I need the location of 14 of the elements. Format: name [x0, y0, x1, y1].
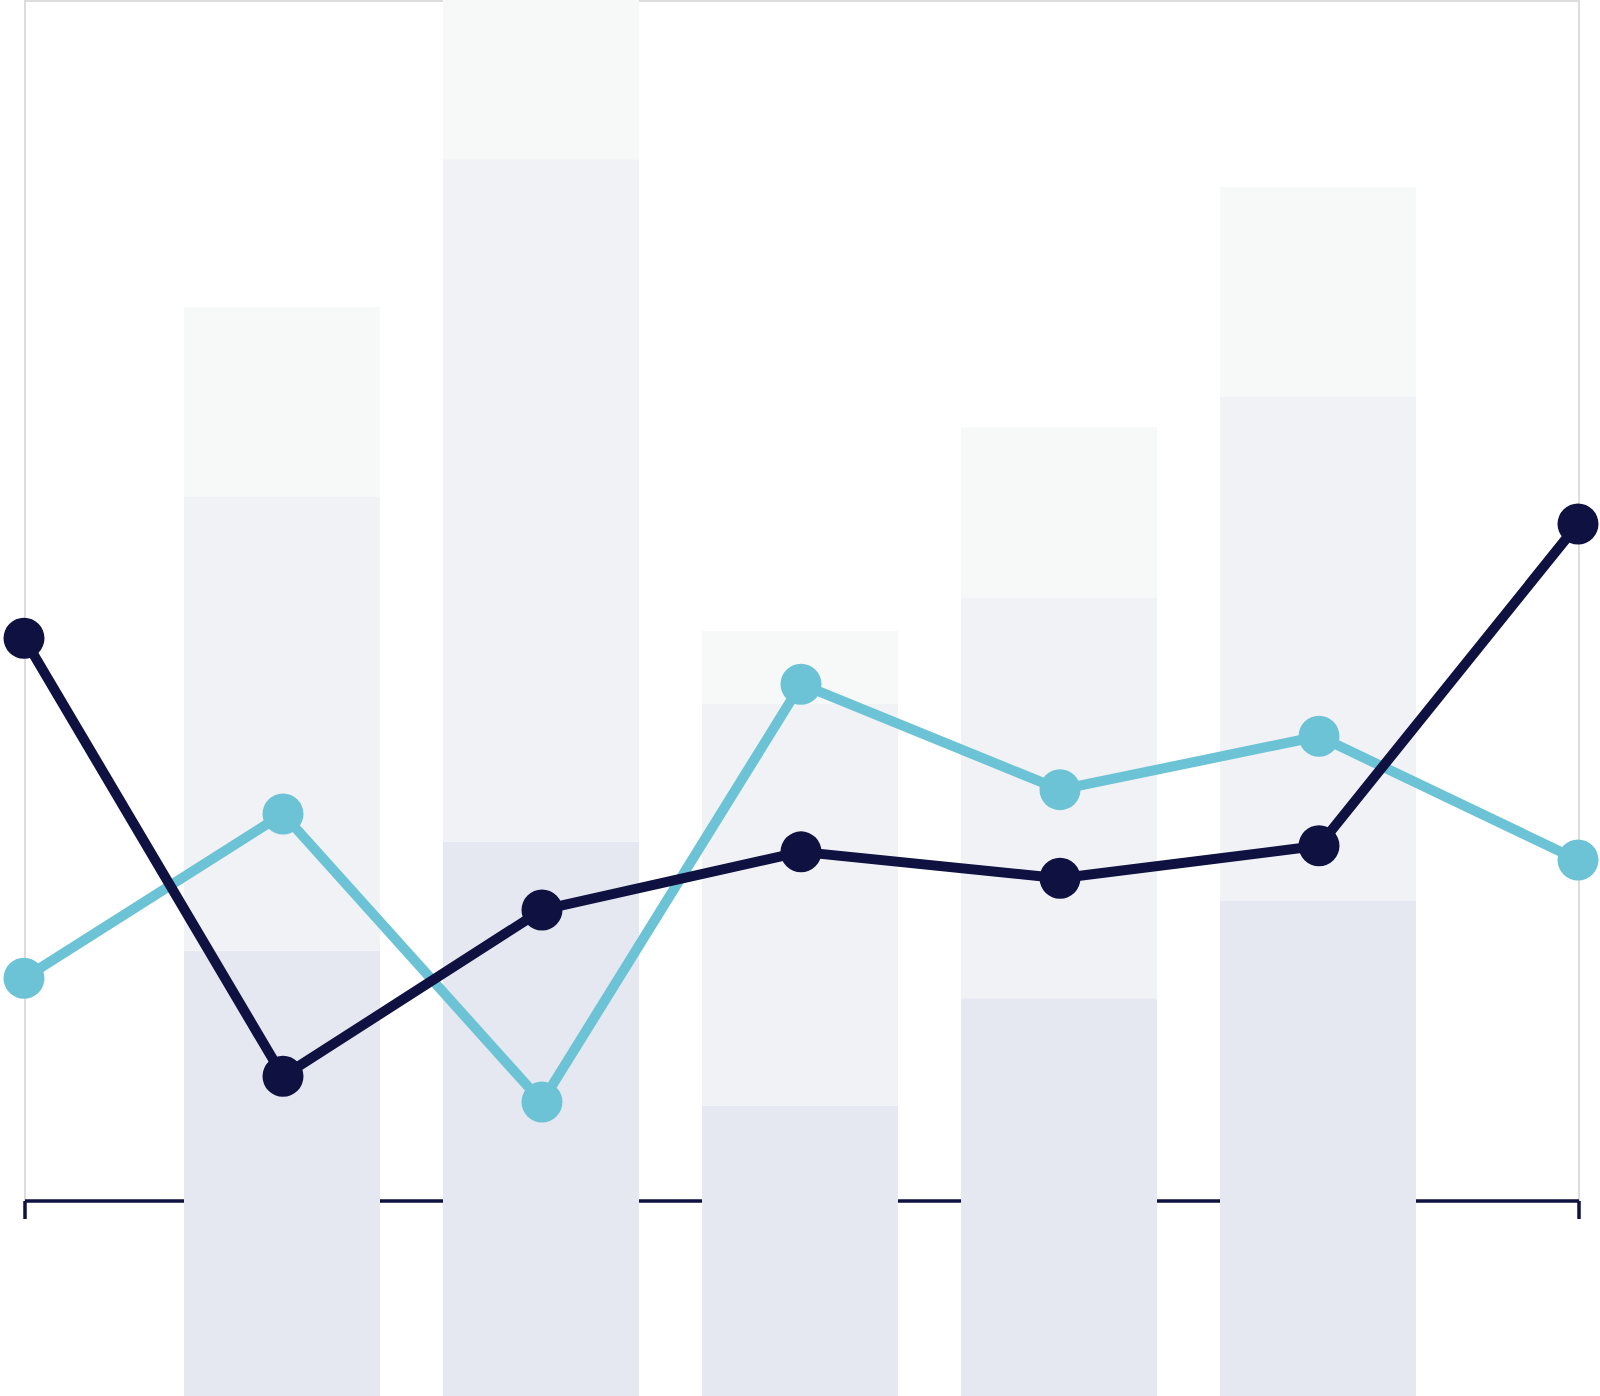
point	[3, 957, 45, 999]
point	[780, 663, 822, 705]
point	[521, 1081, 563, 1123]
point	[262, 1055, 304, 1097]
point	[1039, 769, 1081, 811]
point	[3, 617, 45, 659]
point	[1039, 857, 1081, 899]
point	[780, 831, 822, 873]
point	[1298, 715, 1340, 757]
point	[262, 793, 304, 835]
point	[1557, 503, 1599, 545]
point	[521, 889, 563, 931]
point	[1298, 825, 1340, 867]
point	[1557, 839, 1599, 881]
